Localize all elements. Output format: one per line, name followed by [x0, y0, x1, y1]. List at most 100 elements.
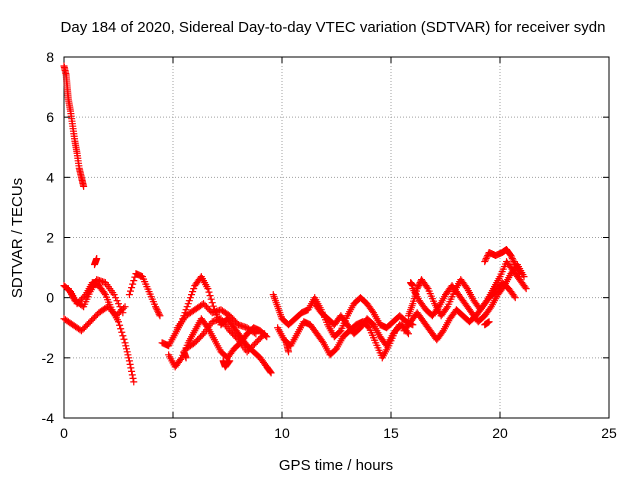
data-point	[205, 288, 213, 296]
series-s6	[125, 270, 164, 320]
data-point	[93, 255, 101, 263]
series-s12	[219, 357, 234, 371]
y-tick-label: -4	[42, 410, 55, 426]
data-point	[481, 258, 489, 266]
data-point	[516, 270, 524, 278]
data-point	[368, 307, 376, 315]
x-tick-label: 25	[601, 425, 617, 441]
data-point	[285, 348, 293, 356]
x-axis-label: GPS time / hours	[279, 457, 393, 474]
series-s17	[404, 258, 530, 320]
data-point	[152, 303, 160, 311]
data-point	[125, 354, 133, 362]
data-point	[509, 256, 517, 264]
data-point	[266, 368, 274, 376]
data-point	[115, 318, 122, 326]
data-point	[119, 309, 127, 317]
data-point	[206, 292, 214, 300]
data-point	[129, 374, 137, 382]
y-axis-label: SDTVAR / TECUs	[9, 178, 26, 298]
data-point	[119, 332, 127, 340]
data-point	[204, 285, 212, 293]
data-point	[483, 253, 491, 261]
x-tick-label: 5	[169, 425, 177, 441]
data-point	[513, 265, 521, 273]
series-s11	[180, 348, 190, 362]
data-point	[207, 295, 215, 303]
data-point	[507, 252, 515, 260]
series-s1	[60, 62, 88, 190]
y-tick-label: 6	[46, 109, 54, 125]
data-point	[80, 182, 88, 190]
data-point	[209, 302, 217, 310]
data-point	[152, 304, 160, 312]
series-s15	[282, 339, 293, 356]
data-point	[115, 300, 122, 308]
data-point	[252, 330, 260, 338]
data-point	[482, 255, 490, 263]
data-point	[512, 262, 520, 270]
data-point	[188, 291, 196, 299]
data-point	[186, 294, 194, 302]
data-point	[198, 331, 206, 339]
data-point	[438, 328, 446, 336]
data-point	[128, 367, 136, 375]
data-point	[177, 355, 185, 363]
data-point	[511, 294, 519, 302]
series-s21	[481, 246, 524, 278]
data-point	[336, 328, 344, 336]
data-point	[124, 351, 132, 359]
data-point	[250, 329, 258, 337]
data-point	[515, 268, 523, 276]
data-point	[511, 261, 519, 269]
data-point	[508, 255, 516, 263]
data-points	[60, 62, 530, 386]
series-s13	[269, 291, 417, 341]
series-s10	[182, 315, 269, 356]
series-s9	[173, 300, 260, 338]
data-point	[395, 322, 403, 330]
data-point	[153, 306, 161, 314]
data-point	[127, 364, 135, 372]
data-point	[120, 335, 128, 343]
x-tick-label: 0	[60, 425, 68, 441]
data-point	[364, 323, 372, 331]
data-point	[130, 378, 138, 386]
data-point	[122, 345, 130, 353]
data-point	[189, 288, 197, 296]
data-point	[434, 304, 442, 312]
data-point	[481, 256, 489, 264]
data-point	[121, 339, 129, 347]
data-point	[185, 297, 193, 305]
data-point	[183, 303, 191, 311]
data-point	[125, 357, 133, 365]
data-point	[259, 331, 267, 339]
data-point	[156, 312, 164, 320]
data-point	[267, 369, 275, 377]
y-tick-label: 4	[46, 169, 54, 185]
data-point	[184, 300, 192, 308]
data-point	[233, 334, 241, 342]
data-point	[486, 304, 494, 312]
data-point	[423, 283, 431, 291]
x-tick-label: 15	[383, 425, 399, 441]
data-point	[409, 282, 417, 290]
x-tick-label: 10	[274, 425, 290, 441]
data-point	[511, 259, 519, 267]
data-point	[182, 306, 190, 314]
data-point	[116, 303, 124, 311]
data-point	[116, 321, 124, 329]
series-s16	[311, 300, 404, 350]
data-point	[117, 306, 125, 314]
data-point	[154, 307, 162, 315]
data-point	[414, 283, 422, 291]
data-point	[125, 291, 133, 299]
data-point	[112, 294, 120, 302]
data-point	[510, 292, 518, 300]
axis-ticks: 0 5 10 15 20 25 -4 -2 0 2 4 6 8	[42, 49, 617, 441]
data-point	[522, 285, 530, 293]
data-point	[117, 325, 125, 333]
data-point	[123, 348, 131, 356]
data-point	[404, 330, 412, 338]
